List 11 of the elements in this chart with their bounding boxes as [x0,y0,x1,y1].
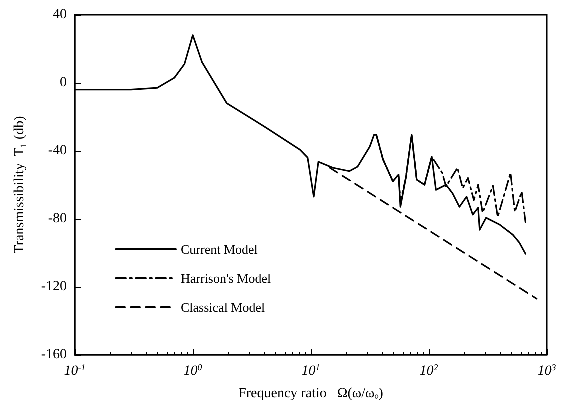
y-tick-label: -80 [48,212,67,226]
y-tick-label: 40 [53,8,67,22]
y-tick-label: -120 [41,280,67,294]
legend-label: Current Model [181,242,258,257]
y-tick-label: 0 [60,76,67,90]
legend-label: Classical Model [181,300,266,315]
legend-label: Harrison's Model [181,271,272,286]
y-tick-label: -160 [41,348,67,362]
x-axis-title: Frequency ratio Ω(ω/ωₒ) [238,386,384,402]
y-axis-title: Transmissibility T₁ (db) [12,116,28,254]
y-tick-label: -40 [48,144,67,158]
